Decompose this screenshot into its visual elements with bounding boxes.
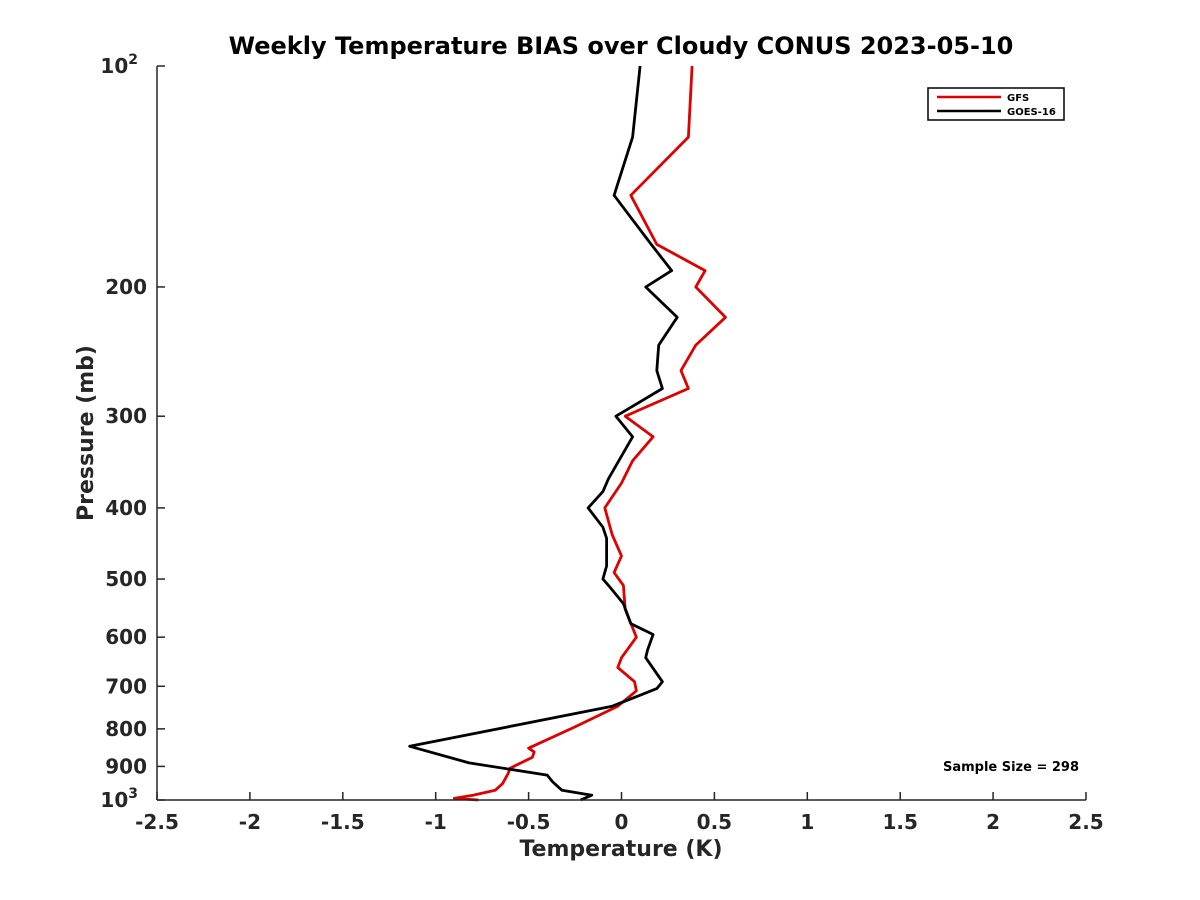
series-line-goes16 <box>408 65 679 802</box>
legend-box <box>927 87 1065 121</box>
x-tick-label: -1.5 <box>321 810 365 834</box>
x-tick-label: 2.5 <box>1068 810 1103 834</box>
plot-lines <box>408 65 727 802</box>
x-tick-label: -1 <box>425 810 447 834</box>
x-axis-label: Temperature (K) <box>519 837 722 862</box>
x-tick-label: 0 <box>615 810 629 834</box>
chart-title: Weekly Temperature BIAS over Cloudy CONU… <box>229 32 1014 60</box>
series-line-gfs <box>452 65 727 802</box>
x-tick-label: 0.5 <box>697 810 732 834</box>
y-ticks: 102 200 300 400 500 600 700 800 900 103 <box>100 52 165 812</box>
y-tick-label: 300 <box>105 404 147 428</box>
x-tick-label: 1.5 <box>882 810 917 834</box>
x-ticks: -2.5 -2 -1.5 -1 -0.5 0 0.5 1 1.5 2 2.5 <box>135 792 1104 834</box>
x-tick-label: -2 <box>239 810 261 834</box>
legend: GFS GOES-16 <box>927 87 1065 121</box>
y-tick-label: 200 <box>105 275 147 299</box>
x-tick-label: 2 <box>986 810 1000 834</box>
legend-label-goes16: GOES-16 <box>1007 107 1056 118</box>
y-tick-label: 500 <box>105 567 147 591</box>
y-tick-label: 900 <box>105 754 147 778</box>
y-axis-label: Pressure (mb) <box>74 345 99 521</box>
x-tick-label: 1 <box>800 810 814 834</box>
y-tick-label: 700 <box>105 674 147 698</box>
legend-label-gfs: GFS <box>1007 93 1029 104</box>
sample-size-annotation: Sample Size = 298 <box>943 760 1079 775</box>
y-tick-label: 103 <box>100 786 138 812</box>
y-tick-label: 400 <box>105 496 147 520</box>
y-tick-label: 102 <box>100 52 138 78</box>
y-tick-label: 600 <box>105 625 147 649</box>
x-tick-label: -2.5 <box>135 810 179 834</box>
x-tick-label: -0.5 <box>507 810 551 834</box>
y-tick-label: 800 <box>105 717 147 741</box>
